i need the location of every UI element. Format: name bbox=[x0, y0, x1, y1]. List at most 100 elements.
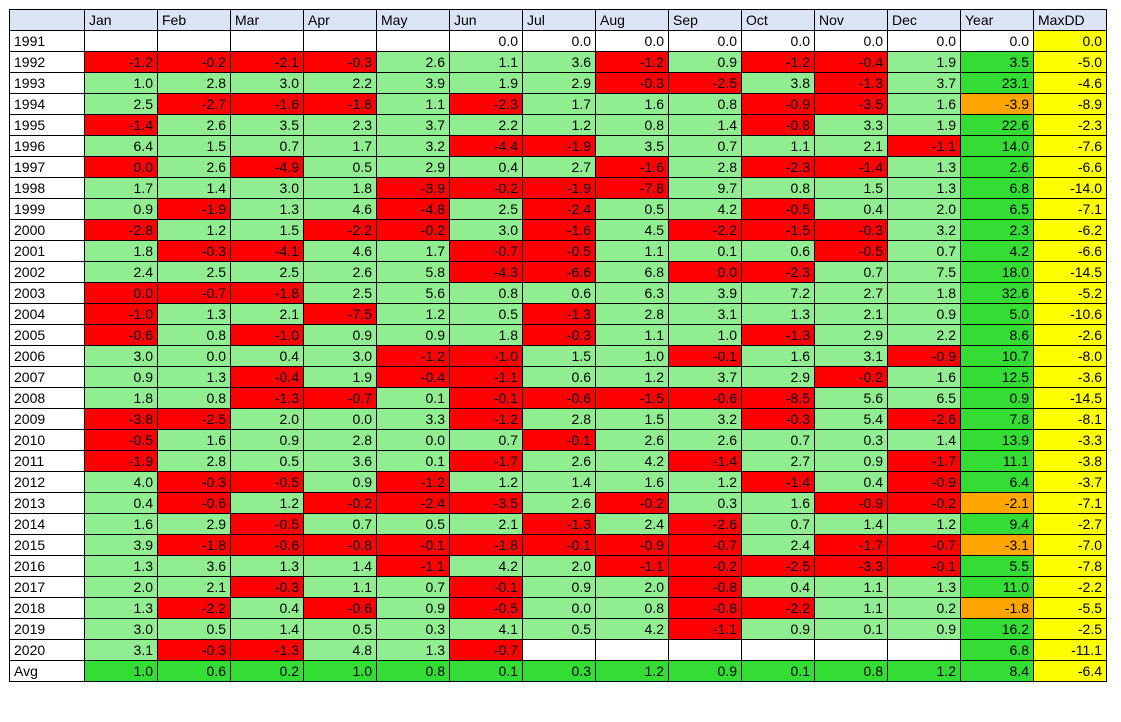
value-cell: 7.5 bbox=[887, 261, 961, 283]
value-cell: 0.0 bbox=[449, 30, 523, 52]
value-cell: 1.5 bbox=[522, 345, 596, 367]
table-row: 1993 1.0 2.8 3.0 2.2 3.9 1.9 2.9 -0.3 -2.5 3.8 -1.3… bbox=[9, 72, 1107, 94]
value-cell: 0.9 bbox=[887, 303, 961, 325]
value-cell: -1.9 bbox=[522, 135, 596, 157]
value-cell: -7.8 bbox=[595, 177, 669, 199]
value-cell bbox=[157, 30, 231, 52]
value-cell: -0.6 bbox=[84, 324, 158, 346]
value-cell: 3.0 bbox=[84, 345, 158, 367]
value-cell: 0.0 bbox=[595, 30, 669, 52]
row-label: 1997 bbox=[9, 156, 85, 178]
value-cell: 1.5 bbox=[595, 408, 669, 430]
value-cell: 1.4 bbox=[668, 114, 742, 136]
value-cell: 1.7 bbox=[376, 240, 450, 262]
value-cell: -1.8 bbox=[960, 597, 1034, 619]
row-label: 1993 bbox=[9, 72, 85, 94]
value-cell: -2.7 bbox=[157, 93, 231, 115]
value-cell: -0.5 bbox=[230, 513, 304, 535]
value-cell: 0.9 bbox=[960, 387, 1034, 409]
value-cell: -14.0 bbox=[1033, 177, 1107, 199]
value-cell: -2.2 bbox=[303, 219, 377, 241]
value-cell: 5.0 bbox=[960, 303, 1034, 325]
value-cell: 1.8 bbox=[303, 177, 377, 199]
column-header-year: Year bbox=[960, 9, 1034, 31]
value-cell: 2.7 bbox=[522, 156, 596, 178]
value-cell: 1.7 bbox=[522, 93, 596, 115]
value-cell: -11.1 bbox=[1033, 639, 1107, 661]
row-label: 2005 bbox=[9, 324, 85, 346]
row-label: 2017 bbox=[9, 576, 85, 598]
value-cell: 0.2 bbox=[230, 660, 304, 682]
value-cell: -0.7 bbox=[449, 240, 523, 262]
value-cell: -0.3 bbox=[230, 576, 304, 598]
value-cell: -6.2 bbox=[1033, 219, 1107, 241]
value-cell: 0.4 bbox=[741, 576, 815, 598]
value-cell: 1.3 bbox=[157, 303, 231, 325]
value-cell: 5.5 bbox=[960, 555, 1034, 577]
value-cell: 0.9 bbox=[84, 198, 158, 220]
value-cell: 2.8 bbox=[595, 303, 669, 325]
value-cell: -1.4 bbox=[741, 471, 815, 493]
value-cell: -0.2 bbox=[157, 51, 231, 73]
value-cell bbox=[741, 639, 815, 661]
value-cell: -2.3 bbox=[741, 156, 815, 178]
value-cell: 0.8 bbox=[595, 597, 669, 619]
value-cell: -2.5 bbox=[741, 555, 815, 577]
value-cell: 6.8 bbox=[960, 639, 1034, 661]
row-label: 2009 bbox=[9, 408, 85, 430]
value-cell: -4.9 bbox=[230, 156, 304, 178]
value-cell: 0.7 bbox=[303, 513, 377, 535]
value-cell: -8.9 bbox=[1033, 93, 1107, 115]
column-header-apr: Apr bbox=[303, 9, 377, 31]
value-cell: 2.0 bbox=[887, 198, 961, 220]
value-cell: -3.8 bbox=[1033, 450, 1107, 472]
value-cell: -1.3 bbox=[522, 303, 596, 325]
monthly-returns-table: Jan Feb Mar Apr May Jun Jul Aug Sep Oct Nov Dec Year… bbox=[9, 9, 1107, 682]
value-cell: 0.4 bbox=[230, 345, 304, 367]
value-cell: 4.1 bbox=[449, 618, 523, 640]
value-cell: 1.0 bbox=[84, 660, 158, 682]
value-cell: -3.3 bbox=[814, 555, 888, 577]
value-cell bbox=[814, 639, 888, 661]
value-cell: -0.5 bbox=[449, 597, 523, 619]
value-cell: 1.6 bbox=[887, 93, 961, 115]
row-label: 1999 bbox=[9, 198, 85, 220]
value-cell: -1.3 bbox=[522, 513, 596, 535]
table-row: 2015 3.9 -1.8 -0.6 -0.8 -0.1 -1.8 -0.1 -0.9 -0.7 2… bbox=[9, 534, 1107, 556]
value-cell: -3.5 bbox=[449, 492, 523, 514]
table-body: 1991 0.0 0.0 0.0 0.0 0.0 0.0 0.0 0.0 0.0 1992 -1.2-… bbox=[9, 30, 1107, 682]
value-cell: 1.1 bbox=[595, 240, 669, 262]
table-row: 1999 0.9 -1.9 1.3 4.6 -4.8 2.5 -2.4 0.5 4.2 -0.5 0.… bbox=[9, 198, 1107, 220]
value-cell: -3.1 bbox=[960, 534, 1034, 556]
value-cell: 1.2 bbox=[887, 513, 961, 535]
value-cell: 2.8 bbox=[157, 72, 231, 94]
value-cell: 2.1 bbox=[814, 135, 888, 157]
value-cell: -1.8 bbox=[230, 282, 304, 304]
value-cell: 1.4 bbox=[814, 513, 888, 535]
value-cell: 0.9 bbox=[668, 51, 742, 73]
value-cell: 0.0 bbox=[1033, 30, 1107, 52]
value-cell: 6.4 bbox=[84, 135, 158, 157]
value-cell: 2.6 bbox=[157, 114, 231, 136]
value-cell: 0.0 bbox=[668, 261, 742, 283]
table-row: 2014 1.6 2.9 -0.5 0.7 0.5 2.1 -1.3 2.4 -2.6 0.7 1.4… bbox=[9, 513, 1107, 535]
value-cell: 0.7 bbox=[376, 576, 450, 598]
value-cell: -0.9 bbox=[887, 345, 961, 367]
value-cell: 4.2 bbox=[449, 555, 523, 577]
value-cell: 2.9 bbox=[741, 366, 815, 388]
value-cell: 0.7 bbox=[741, 513, 815, 535]
value-cell: 0.0 bbox=[157, 345, 231, 367]
value-cell: -2.3 bbox=[1033, 114, 1107, 136]
column-header-jan: Jan bbox=[84, 9, 158, 31]
row-label: 1991 bbox=[9, 30, 85, 52]
value-cell: 1.6 bbox=[595, 471, 669, 493]
table-row: 2019 3.0 0.5 1.4 0.5 0.3 4.1 0.5 4.2 -1.1 0.9 0.1 0.… bbox=[9, 618, 1107, 640]
value-cell: -2.5 bbox=[157, 408, 231, 430]
value-cell: 3.5 bbox=[960, 51, 1034, 73]
value-cell: -0.6 bbox=[668, 387, 742, 409]
value-cell: 0.7 bbox=[741, 429, 815, 451]
row-label: 2001 bbox=[9, 240, 85, 262]
value-cell: -6.4 bbox=[1033, 660, 1107, 682]
row-label: 2014 bbox=[9, 513, 85, 535]
value-cell: -1.7 bbox=[449, 450, 523, 472]
